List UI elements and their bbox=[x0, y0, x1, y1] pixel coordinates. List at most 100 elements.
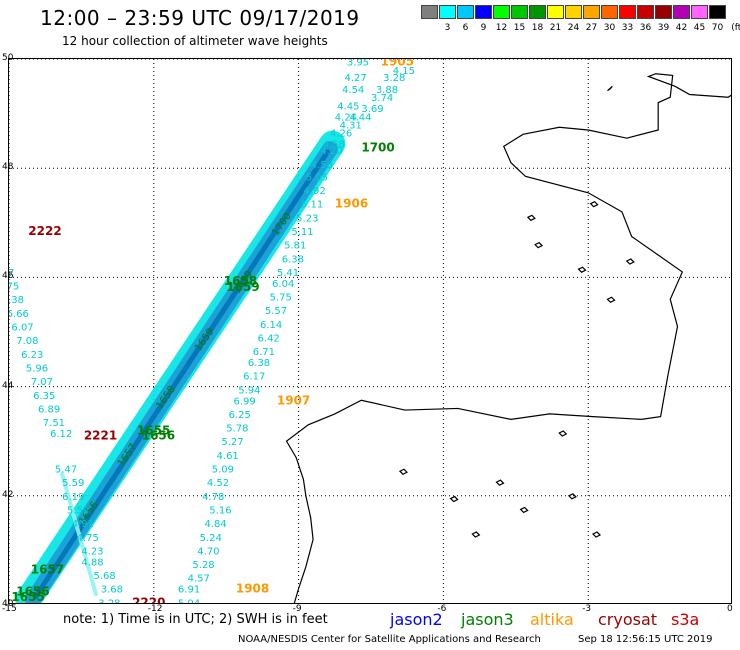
swh-value: 4.31 bbox=[340, 121, 362, 132]
swh-value: 4.58 bbox=[311, 160, 333, 171]
legend-jason2: jason2 bbox=[390, 610, 443, 629]
scale-value: 15 bbox=[513, 23, 526, 33]
swh-value: 7.38 bbox=[9, 295, 24, 306]
coastline-france bbox=[502, 73, 731, 420]
swh-value: 4.78 bbox=[202, 492, 224, 503]
swh-value: 7.07 bbox=[31, 377, 53, 388]
swh-value: 4.84 bbox=[204, 519, 226, 530]
swh-value: 6.38 bbox=[282, 254, 304, 265]
swh-value: 4.45 bbox=[337, 101, 359, 112]
island-outline bbox=[471, 531, 481, 538]
island-outline bbox=[606, 296, 616, 303]
lat-lon-grid bbox=[9, 59, 731, 603]
scale-value: 3 bbox=[444, 23, 451, 33]
swh-value: 6.12 bbox=[50, 429, 72, 440]
swh-value: 6.25 bbox=[229, 410, 251, 421]
scale-swatch bbox=[439, 5, 456, 19]
swh-value: 4.58 bbox=[323, 140, 345, 151]
scale-value: 27 bbox=[585, 23, 598, 33]
swh-value: 4.57 bbox=[188, 574, 210, 585]
swh-value: 3.68 bbox=[101, 585, 123, 596]
swh-value: 4.88 bbox=[81, 557, 103, 568]
island-outline bbox=[607, 85, 613, 92]
swh-value: 4.15 bbox=[393, 66, 415, 77]
units-note: note: 1) Time is in UTC; 2) SWH is in fe… bbox=[63, 612, 328, 627]
island-outline bbox=[558, 430, 568, 437]
island-outline bbox=[495, 479, 505, 486]
pass-time-label: 1907 bbox=[277, 393, 310, 407]
swh-value: 7.51 bbox=[43, 418, 65, 429]
swh-value: 4.75 bbox=[77, 533, 99, 544]
lat-tick-label: 40 bbox=[2, 599, 14, 609]
swh-value: 5.75 bbox=[270, 293, 292, 304]
island-outline bbox=[449, 495, 459, 503]
lon-tick-label: -9 bbox=[292, 604, 302, 614]
pass-time-label: 1656 bbox=[142, 429, 175, 443]
pass-time-label: 1657 bbox=[31, 563, 64, 577]
scale-swatch bbox=[475, 5, 492, 19]
island-outline bbox=[526, 214, 536, 222]
swh-value: 5.81 bbox=[284, 241, 306, 252]
scale-swatch bbox=[421, 5, 438, 19]
credit-line: NOAA/NESDIS Center for Satellite Applica… bbox=[238, 634, 541, 645]
pass-time-label: 2221 bbox=[84, 429, 117, 443]
pass-time-label: 1908 bbox=[236, 582, 269, 596]
swh-value: 4.23 bbox=[81, 546, 103, 557]
generated-timestamp: Sep 18 12:56:15 UTC 2019 bbox=[578, 634, 713, 645]
island-outline bbox=[398, 468, 408, 475]
swh-value: 5.09 bbox=[212, 465, 234, 476]
legend-altika: altika bbox=[530, 610, 574, 629]
pass-time-label: 2222 bbox=[28, 224, 61, 238]
swh-value: 4.20 bbox=[320, 146, 342, 157]
swh-value: 6.17 bbox=[9, 268, 14, 279]
scale-swatch bbox=[565, 5, 582, 19]
scale-value: 18 bbox=[531, 23, 544, 33]
wave-height-map[interactable]: 1656 1657 1658 1659 1659 1700 3.95 1905 4.15 4.2… bbox=[8, 58, 732, 604]
legend-s3a: s3a bbox=[671, 610, 700, 629]
lon-tick-label: -6 bbox=[437, 604, 447, 614]
scale-swatch bbox=[529, 5, 546, 19]
island-outline bbox=[592, 531, 602, 538]
swh-value: 5.57 bbox=[265, 306, 287, 317]
coastline bbox=[285, 73, 731, 603]
swh-value: 3.74 bbox=[371, 93, 393, 104]
swh-value: 5.94 bbox=[178, 598, 200, 604]
swh-value: 5.52 bbox=[67, 505, 89, 516]
swh-value: 6.71 bbox=[253, 347, 275, 358]
lat-tick-label: 48 bbox=[2, 162, 14, 173]
swh-value: 6.04 bbox=[272, 279, 294, 290]
lon-tick-label: -15 bbox=[2, 604, 17, 614]
swh-value: 4.26 bbox=[330, 129, 352, 140]
scale-swatch bbox=[511, 5, 528, 19]
lat-tick-label: 42 bbox=[2, 489, 14, 500]
swh-value: 4.92 bbox=[303, 186, 325, 197]
page-subtitle: 12 hour collection of altimeter wave hei… bbox=[62, 34, 328, 48]
scale-value: 30 bbox=[603, 23, 616, 33]
scale-value: 33 bbox=[621, 23, 634, 33]
swh-value: 3.28 bbox=[383, 73, 405, 84]
swh-value: 5.23 bbox=[296, 213, 318, 224]
island-outline bbox=[519, 506, 529, 514]
swh-value: 4.24 bbox=[335, 112, 357, 123]
pass-time-label: 1655 bbox=[137, 423, 170, 437]
swh-value: 5.02 bbox=[9, 254, 10, 265]
island-outline bbox=[625, 258, 635, 265]
scale-swatch bbox=[583, 5, 600, 19]
lon-tick-label: 0 bbox=[727, 604, 733, 614]
scale-unit: (ft) bbox=[731, 23, 740, 33]
island-outline bbox=[534, 241, 544, 249]
scale-swatch bbox=[601, 5, 618, 19]
scale-swatch bbox=[619, 5, 636, 19]
pass-time-label: 1656 bbox=[16, 584, 49, 598]
swh-value: 5.24 bbox=[200, 533, 222, 544]
scale-swatch bbox=[547, 5, 564, 19]
scale-swatch bbox=[673, 5, 690, 19]
scale-swatch bbox=[655, 5, 672, 19]
pass-time-label: 1659 bbox=[226, 280, 259, 294]
scale-swatch bbox=[709, 5, 726, 19]
swh-value: 6.42 bbox=[258, 333, 280, 344]
swh-value: 6.66 bbox=[9, 309, 29, 320]
scale-value: 36 bbox=[639, 23, 652, 33]
swh-value: 6.91 bbox=[178, 585, 200, 596]
